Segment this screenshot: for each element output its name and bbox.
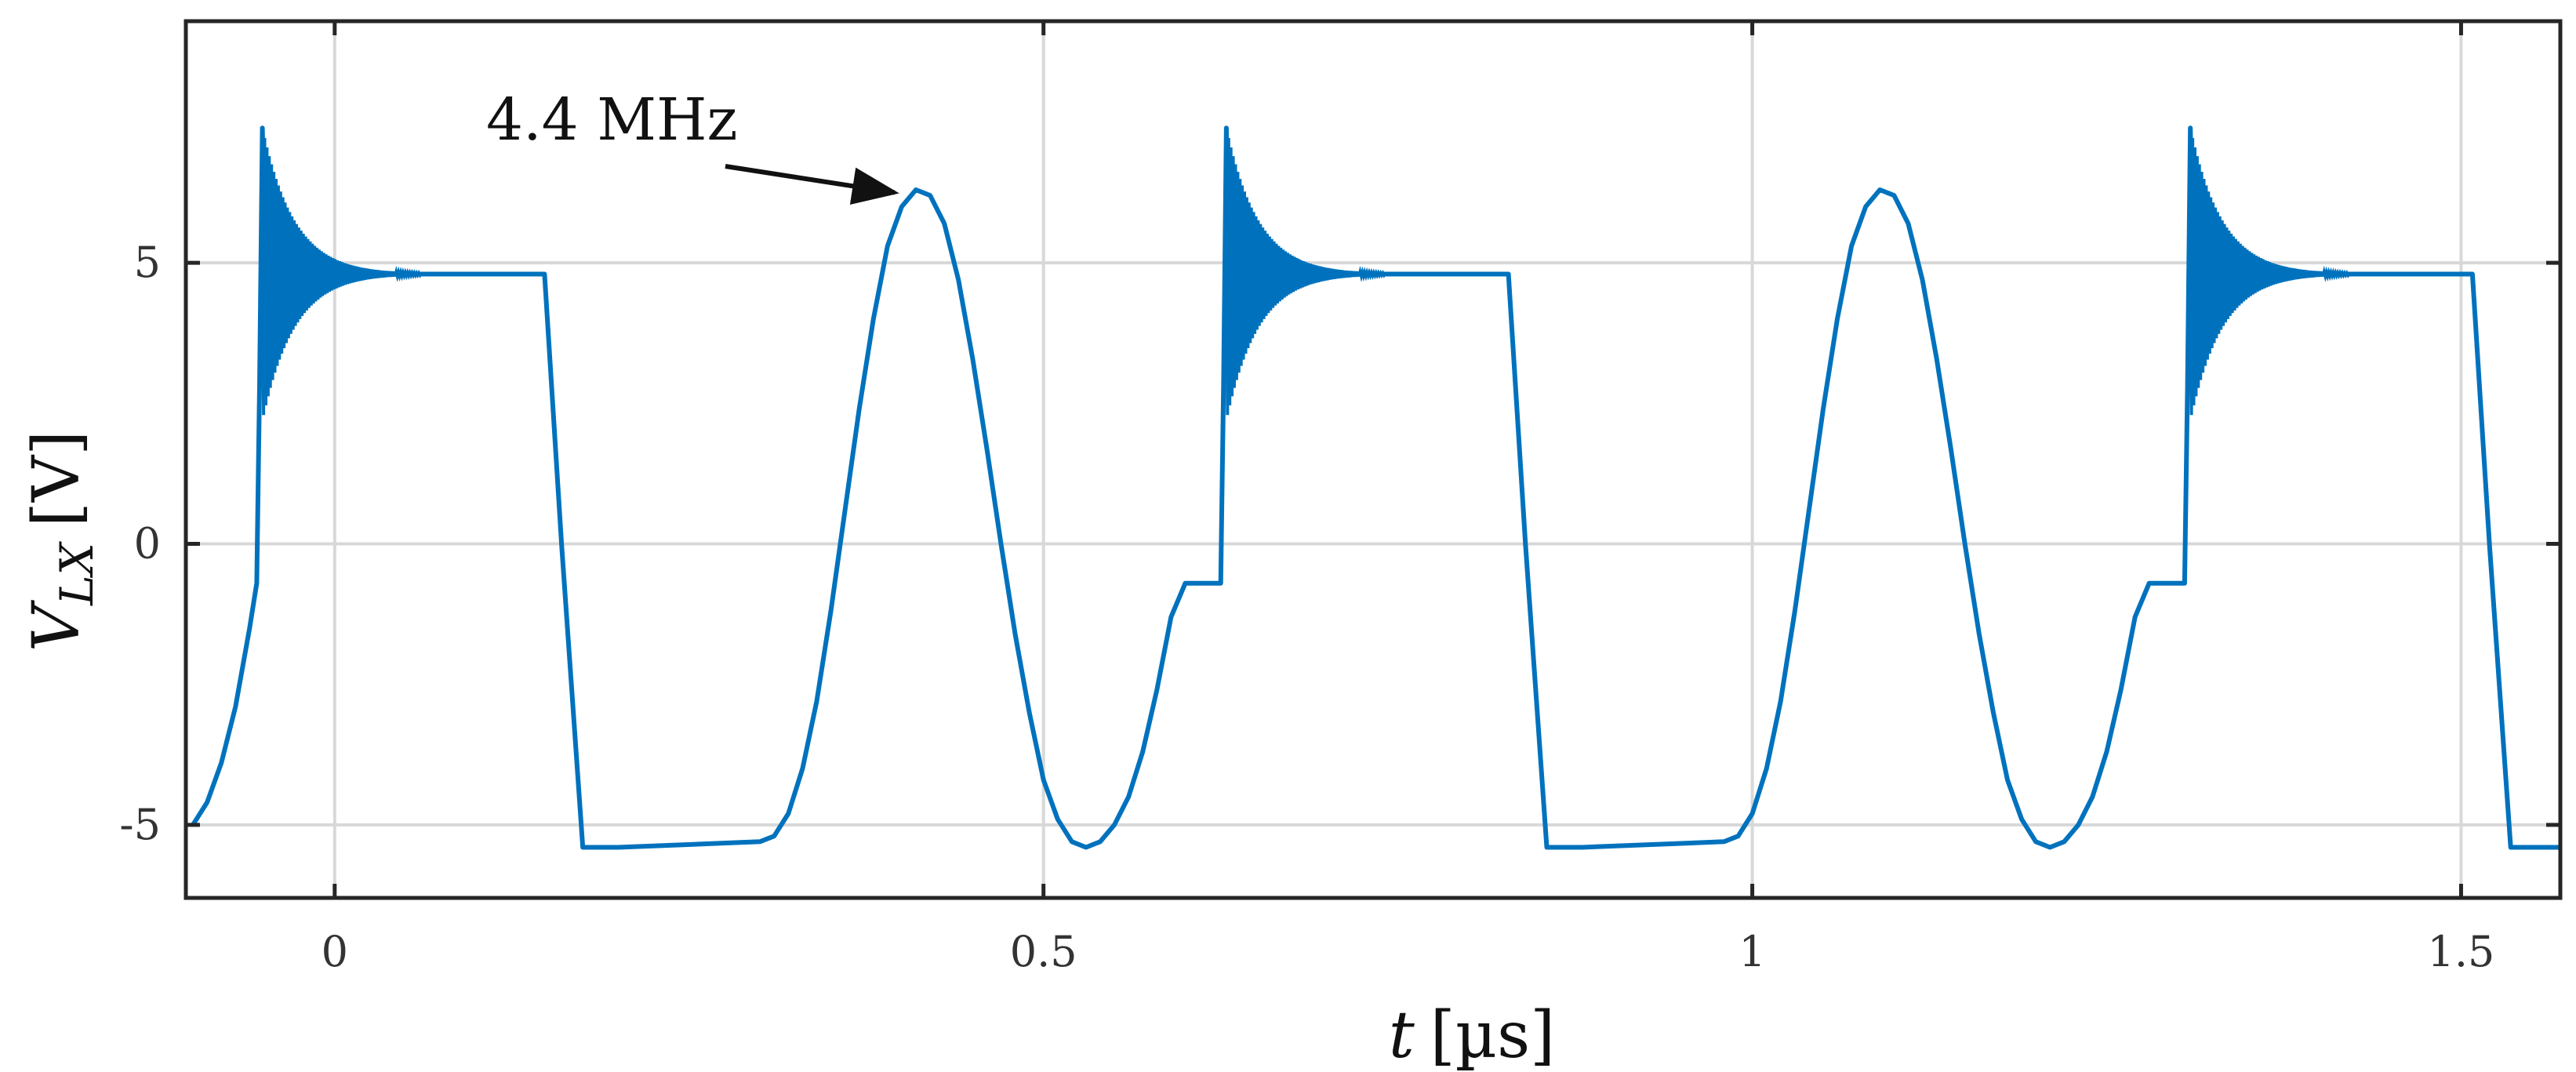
y-tick-label: -5 <box>119 800 161 849</box>
plot-frame <box>183 19 2563 900</box>
y-tick-label: 5 <box>134 238 161 287</box>
y-tick-labels: -5 0 5 <box>119 238 161 849</box>
annotation: 4.4 MHz <box>486 86 899 205</box>
annotation-arrow <box>725 164 899 205</box>
x-tick-label: 0.5 <box>1010 927 1077 976</box>
series-line <box>191 125 2560 850</box>
x-tick-label: 1.5 <box>2428 927 2495 976</box>
x-tick-labels: 0 0.5 1 1.5 <box>322 927 2495 976</box>
tick-marks <box>186 21 2560 898</box>
x-axis-label: t [µs] <box>1389 998 1555 1072</box>
y-tick-label: 0 <box>134 519 161 569</box>
annotation-text: 4.4 MHz <box>486 86 738 154</box>
y-axis-label: VLX[V] <box>20 431 104 652</box>
x-tick-label: 1 <box>1739 927 1765 976</box>
x-tick-label: 0 <box>322 927 348 976</box>
